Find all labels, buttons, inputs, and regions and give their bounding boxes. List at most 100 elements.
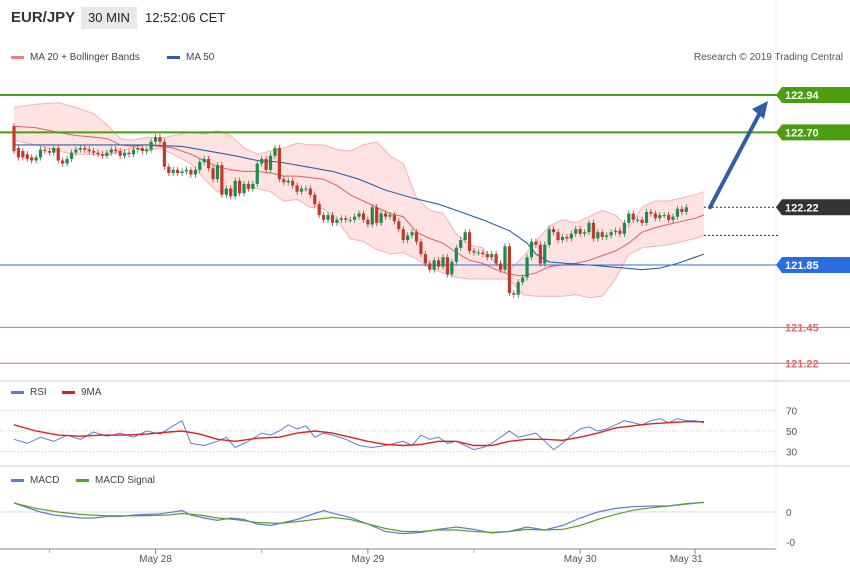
candle-body	[516, 282, 520, 295]
candle-body	[529, 241, 534, 258]
candle-body	[273, 148, 277, 156]
candle-body	[198, 162, 202, 170]
candle-body	[432, 260, 436, 270]
legend-bollinger: MA 20 + Bollinger Bands	[11, 52, 140, 63]
rsi-tick-label: 50	[786, 427, 798, 438]
candle-body	[565, 236, 569, 239]
candle-body	[375, 207, 379, 223]
candle-body	[490, 254, 494, 258]
candle-body	[445, 257, 450, 275]
candle-body	[304, 188, 308, 190]
candle-body	[229, 188, 233, 197]
candle-body	[547, 229, 551, 245]
legend-swatch	[11, 390, 24, 394]
candle-body	[680, 208, 684, 212]
symbol-label: EUR/JPY	[11, 9, 76, 26]
candle-body	[83, 148, 87, 150]
price-badge-label: 122.22	[785, 202, 819, 214]
candle-body	[317, 204, 321, 216]
candle-body	[145, 149, 149, 152]
candle-body	[52, 148, 56, 153]
legend-ma50-label: MA 50	[186, 52, 215, 63]
candle-body	[397, 221, 401, 230]
candle-body	[34, 157, 38, 161]
candle-body	[406, 235, 410, 241]
candle-body	[180, 171, 184, 173]
rsi-line	[13, 418, 705, 451]
candle-body	[494, 254, 498, 264]
candle-body	[184, 169, 189, 172]
forecast-arrow	[708, 106, 764, 210]
candle-body	[246, 183, 251, 189]
macd-tick-label: -0	[786, 538, 795, 549]
candle-body	[525, 257, 529, 278]
macd-line	[13, 501, 705, 535]
ma50-line	[14, 144, 705, 271]
x-tick-label: May 28	[139, 554, 172, 565]
x-tick-label: May 31	[670, 554, 703, 565]
candle-body	[109, 149, 113, 153]
candle-body	[233, 180, 237, 197]
candle-body	[207, 158, 211, 169]
candle-body	[224, 188, 228, 195]
candle-body	[171, 169, 175, 173]
candle-body	[131, 149, 136, 155]
candle-body	[379, 213, 383, 223]
price-badge	[776, 257, 850, 273]
price-badge-label: 122.70	[785, 127, 819, 139]
candle-body	[282, 179, 286, 183]
candle-body	[467, 232, 472, 251]
candle-body	[419, 241, 423, 255]
candle-body	[437, 260, 441, 267]
candle-body	[454, 247, 458, 262]
time-label: 12:52:06 CET	[145, 10, 226, 25]
candle-body	[631, 213, 635, 220]
candle-body	[512, 293, 516, 295]
price-badge-label: 122.94	[785, 90, 820, 102]
candle-body	[326, 215, 330, 220]
x-tick-label: May 30	[564, 554, 597, 565]
candle-body	[189, 169, 193, 175]
rsi-tick-label: 70	[786, 406, 798, 417]
candle-body	[613, 230, 618, 233]
candle-body	[507, 246, 511, 294]
candle-body	[211, 168, 215, 180]
legend-macd-label: MACD	[30, 475, 60, 486]
candle-body	[552, 229, 556, 233]
candle-body	[295, 185, 299, 192]
timeframe-button[interactable]: 30 MIN	[81, 7, 137, 29]
candle-body	[441, 257, 445, 267]
candle-body	[649, 211, 653, 214]
candle-body	[521, 277, 525, 283]
candle-body	[644, 211, 649, 223]
candle-body	[684, 207, 688, 212]
candle-body	[662, 215, 666, 217]
candle-body	[366, 219, 370, 225]
legend-swatch	[76, 478, 89, 482]
candle-body	[167, 166, 171, 173]
price-level-label: 121.22	[785, 358, 819, 370]
candle-body	[149, 141, 153, 150]
candle-body	[100, 154, 105, 156]
candle-body	[25, 154, 29, 159]
candle-body	[667, 215, 671, 220]
candle-body	[414, 232, 419, 242]
legend-macd-signal: MACD Signal	[76, 475, 155, 486]
candle-body	[388, 215, 392, 217]
candle-body	[21, 151, 25, 158]
legend-swatch	[11, 478, 24, 482]
candle-body	[242, 183, 246, 194]
candle-body	[534, 241, 538, 245]
candle-body	[352, 216, 357, 220]
rsi-ma-line	[13, 421, 704, 447]
candle-body	[463, 232, 467, 241]
candle-body	[260, 158, 264, 164]
candle-body	[87, 149, 91, 152]
candle-body	[286, 180, 290, 183]
candle-body	[299, 188, 304, 192]
candle-body	[450, 261, 454, 275]
candle-body	[485, 254, 489, 258]
candle-body	[622, 222, 626, 234]
candle-body	[61, 160, 65, 164]
